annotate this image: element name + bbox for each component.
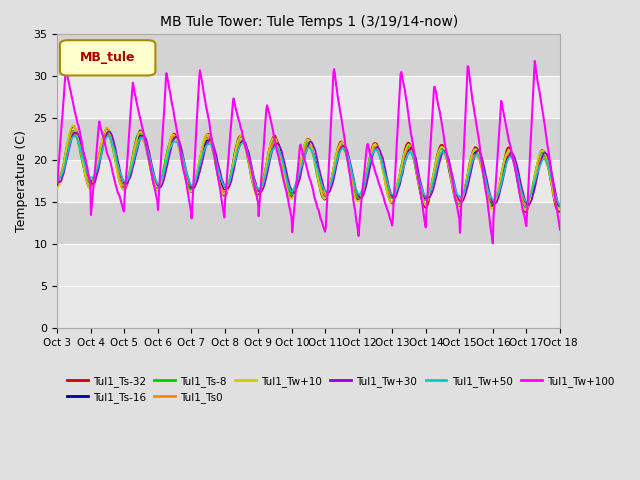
- Tul1_Ts-16: [70, 129, 77, 134]
- Tul1_Tw+10: [522, 207, 529, 213]
- Tul1_Tw+30: [556, 203, 564, 209]
- Tul1_Tw+30: [193, 180, 200, 186]
- Tul1_Ts-32: [556, 209, 564, 215]
- Tul1_Tw+10: [69, 122, 77, 128]
- Tul1_Ts-16: [370, 146, 378, 152]
- Tul1_Ts-32: [70, 123, 77, 129]
- Tul1_Ts-8: [370, 144, 378, 150]
- Tul1_Ts-32: [166, 138, 174, 144]
- Bar: [58, 244, 560, 328]
- Tul1_Ts-16: [193, 177, 200, 182]
- Tul1_Ts0: [54, 180, 61, 186]
- Line: Tul1_Ts-16: Tul1_Ts-16: [58, 132, 560, 207]
- Tul1_Tw+100: [369, 162, 377, 168]
- Tul1_Ts0: [63, 148, 70, 154]
- Tul1_Ts-16: [385, 188, 392, 193]
- Text: MB_tule: MB_tule: [80, 51, 136, 64]
- Tul1_Tw+10: [54, 185, 61, 191]
- Line: Tul1_Ts-8: Tul1_Ts-8: [58, 131, 560, 207]
- Tul1_Tw+30: [166, 150, 174, 156]
- Tul1_Ts-8: [556, 203, 564, 209]
- Tul1_Tw+100: [556, 227, 564, 232]
- Tul1_Ts0: [556, 202, 563, 207]
- Tul1_Tw+100: [165, 85, 173, 91]
- Tul1_Tw+50: [556, 203, 564, 208]
- Tul1_Tw+100: [63, 69, 70, 74]
- Tul1_Ts-32: [54, 182, 61, 188]
- Tul1_Ts-8: [54, 179, 61, 185]
- Tul1_Tw+50: [193, 174, 200, 180]
- Tul1_Ts-16: [556, 204, 564, 210]
- Tul1_Tw+100: [384, 208, 392, 214]
- Tul1_Tw+50: [370, 148, 378, 154]
- Tul1_Tw+30: [115, 162, 123, 168]
- Tul1_Ts-16: [166, 143, 174, 149]
- Tul1_Tw+100: [115, 191, 122, 196]
- Tul1_Ts0: [70, 129, 78, 134]
- Tul1_Tw+50: [106, 132, 113, 138]
- Tul1_Tw+10: [556, 204, 564, 210]
- Tul1_Tw+50: [63, 155, 70, 160]
- Tul1_Ts-8: [521, 204, 529, 210]
- Tul1_Ts-8: [166, 138, 174, 144]
- Bar: [58, 119, 560, 160]
- Tul1_Tw+100: [531, 58, 539, 64]
- Y-axis label: Temperature (C): Temperature (C): [15, 131, 28, 232]
- Tul1_Tw+30: [370, 149, 378, 155]
- Tul1_Ts-32: [115, 177, 123, 183]
- Bar: [58, 35, 560, 76]
- Line: Tul1_Tw+10: Tul1_Tw+10: [58, 125, 560, 210]
- Tul1_Tw+100: [192, 135, 200, 141]
- Tul1_Ts-32: [63, 144, 70, 150]
- Title: MB Tule Tower: Tule Temps 1 (3/19/14-now): MB Tule Tower: Tule Temps 1 (3/19/14-now…: [159, 15, 458, 29]
- Tul1_Tw+30: [385, 182, 392, 188]
- Tul1_Ts-8: [115, 174, 123, 180]
- Tul1_Ts0: [385, 190, 392, 196]
- Tul1_Tw+10: [115, 177, 123, 183]
- Tul1_Ts-8: [63, 145, 70, 151]
- Tul1_Tw+10: [385, 195, 392, 201]
- Tul1_Tw+100: [489, 240, 497, 246]
- Tul1_Tw+50: [166, 145, 174, 151]
- Tul1_Ts-8: [70, 128, 77, 133]
- Tul1_Tw+10: [166, 138, 174, 144]
- Legend: Tul1_Ts-32, Tul1_Ts-16, Tul1_Ts-8, Tul1_Ts0, Tul1_Tw+10, Tul1_Tw+30, Tul1_Tw+50,: Tul1_Ts-32, Tul1_Ts-16, Tul1_Ts-8, Tul1_…: [63, 372, 618, 407]
- Line: Tul1_Ts-32: Tul1_Ts-32: [58, 126, 560, 212]
- Bar: [58, 203, 560, 244]
- Bar: [58, 160, 560, 203]
- Tul1_Tw+30: [106, 129, 113, 134]
- Tul1_Ts-16: [63, 152, 70, 158]
- Tul1_Ts0: [370, 145, 378, 151]
- Tul1_Tw+30: [63, 158, 70, 164]
- Tul1_Ts0: [115, 171, 123, 177]
- Tul1_Ts0: [193, 172, 200, 178]
- Tul1_Ts0: [556, 201, 564, 207]
- Tul1_Ts-32: [522, 209, 529, 215]
- Line: Tul1_Ts0: Tul1_Ts0: [58, 132, 560, 204]
- Line: Tul1_Tw+30: Tul1_Tw+30: [58, 132, 560, 206]
- Tul1_Ts-16: [54, 179, 61, 185]
- Tul1_Tw+10: [370, 142, 378, 147]
- Tul1_Ts-32: [385, 194, 392, 200]
- Tul1_Ts-32: [193, 174, 200, 180]
- Tul1_Tw+50: [385, 184, 392, 190]
- Tul1_Tw+50: [115, 166, 123, 171]
- Tul1_Tw+30: [54, 179, 61, 184]
- Tul1_Tw+50: [54, 174, 61, 180]
- Tul1_Tw+100: [54, 180, 61, 186]
- Tul1_Ts-8: [385, 192, 392, 197]
- Line: Tul1_Tw+50: Tul1_Tw+50: [58, 135, 560, 205]
- FancyBboxPatch shape: [60, 40, 156, 75]
- Tul1_Ts0: [166, 142, 174, 148]
- Line: Tul1_Tw+100: Tul1_Tw+100: [58, 61, 560, 243]
- Tul1_Ts-16: [115, 168, 123, 174]
- Tul1_Ts-8: [193, 171, 200, 177]
- Tul1_Tw+10: [193, 173, 200, 179]
- Bar: [58, 76, 560, 119]
- Tul1_Tw+10: [63, 144, 70, 150]
- Tul1_Ts-32: [370, 140, 378, 146]
